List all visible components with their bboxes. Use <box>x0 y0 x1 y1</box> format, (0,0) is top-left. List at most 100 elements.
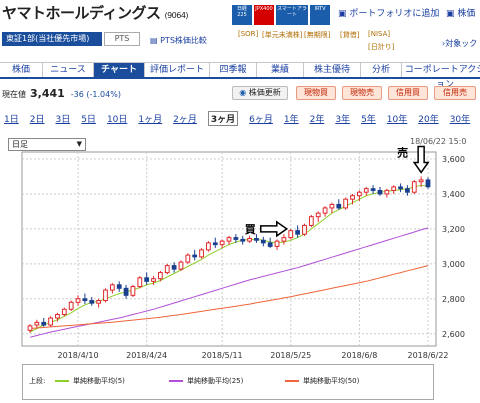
tab-rating-report[interactable]: 評価レポート <box>145 63 210 77</box>
candle-body <box>164 265 170 274</box>
period-1m[interactable]: 1ヶ月 <box>138 115 163 125</box>
tag-daytrade: [日計り] <box>368 43 395 51</box>
candle-body <box>48 317 53 326</box>
candle-body <box>343 198 349 209</box>
period-2d[interactable]: 2日 <box>29 115 45 125</box>
current-price: 3,441 <box>30 87 65 100</box>
candle-body <box>329 203 335 209</box>
stock-price-label: 株価 <box>457 9 476 19</box>
company-name: ヤマトホールディングス <box>2 4 161 22</box>
sell-arrow-icon <box>412 145 430 174</box>
tag-lending: [貸借] <box>340 31 360 39</box>
target-link[interactable]: ›対象ック <box>442 38 477 49</box>
add-portfolio-link[interactable]: ▣ ポートフォリオに追加 <box>338 6 439 19</box>
target-link-label: 対象ック <box>445 39 478 48</box>
period-6m[interactable]: 6ヶ月 <box>249 115 273 125</box>
candle-body <box>411 181 417 193</box>
page-title: ヤマトホールディングス (9064) <box>2 2 189 23</box>
candle-body <box>281 237 287 242</box>
y-tick-label: 3,400 <box>442 190 465 199</box>
candle-body <box>178 261 184 270</box>
candle-body <box>288 230 294 239</box>
legend-sma25: 単純移動平均(25) <box>169 376 243 386</box>
cash-buy-button[interactable]: 現物買 <box>296 86 336 100</box>
period-5y[interactable]: 5年 <box>361 115 376 125</box>
candle-body <box>295 230 301 235</box>
tab-chart[interactable]: チャート <box>94 63 145 77</box>
x-tick-label: 2018/5/11 <box>202 351 243 360</box>
tab-news[interactable]: ニュース <box>43 63 94 77</box>
tab-performance[interactable]: 業績 <box>257 63 304 77</box>
chart-legend: 上段: 単純移動平均(5) 単純移動平均(25) 単純移動平均(50) <box>22 364 434 400</box>
legend-label-sma25: 単純移動平均(25) <box>187 377 244 385</box>
candle-body <box>274 240 280 247</box>
y-tick-label: 3,600 <box>442 155 465 164</box>
smart-alert-badge[interactable]: スマートアラート <box>276 5 308 25</box>
candle-body <box>370 188 376 191</box>
jpx400-badge[interactable]: JPX400 <box>254 5 274 25</box>
tab-corporate-action[interactable]: コーポレートアクション <box>404 65 480 90</box>
tab-analysis[interactable]: 分析 <box>361 63 402 77</box>
margin-sell-button[interactable]: 信用売 <box>434 86 476 100</box>
candle-body <box>68 301 74 310</box>
period-3d[interactable]: 3日 <box>55 115 71 125</box>
candle-body <box>377 189 383 195</box>
period-1y[interactable]: 1年 <box>283 115 299 125</box>
candle-body <box>75 298 81 303</box>
candle-body <box>336 203 342 209</box>
candle-body <box>240 238 246 242</box>
tag-nisa: [NISA] <box>368 30 391 38</box>
candle-body <box>123 287 129 296</box>
candle-body <box>254 238 259 241</box>
period-10y[interactable]: 10年 <box>386 115 408 125</box>
plot-area <box>21 151 437 347</box>
legend-line-sma25 <box>169 380 183 382</box>
market-selector[interactable]: 東証1部(当社優先市場) <box>2 32 102 46</box>
sma-line-2 <box>29 265 429 329</box>
candle-body <box>260 239 266 244</box>
candle-body <box>206 242 211 251</box>
main-nav: 株価 ニュース チャート 評価レポート 四季報 業績 株主優待 分析 コーポレー… <box>0 62 480 90</box>
stock-price-link[interactable]: ▣ 株価 <box>446 6 475 19</box>
tab-shareholder-benefits[interactable]: 株主優待 <box>304 63 361 77</box>
period-5d[interactable]: 5日 <box>81 115 96 125</box>
legend-line-sma50 <box>285 380 299 382</box>
candle-body <box>144 277 150 282</box>
candle-body <box>356 191 362 197</box>
nikkei225-badge[interactable]: 日経225 <box>232 5 252 25</box>
candle-body <box>116 284 122 289</box>
candle-body <box>233 237 239 240</box>
candle-body <box>109 284 115 291</box>
period-2y[interactable]: 2年 <box>309 115 325 125</box>
candle-body <box>130 286 136 296</box>
tab-stock-price[interactable]: 株価 <box>0 63 43 77</box>
candle-body <box>212 242 218 246</box>
y-tick-label: 2,800 <box>442 295 465 304</box>
refresh-price-button[interactable]: ◉ 株価更新 <box>232 86 288 100</box>
period-20y[interactable]: 20年 <box>418 115 439 125</box>
period-2m[interactable]: 2ヶ月 <box>173 115 197 125</box>
pts-compare-link[interactable]: ▤ PTS株価比較 <box>150 35 207 46</box>
irtv-badge[interactable]: IRTV <box>310 5 330 25</box>
period-3y[interactable]: 3年 <box>335 115 351 125</box>
period-10d[interactable]: 10日 <box>106 115 128 125</box>
candle-body <box>27 325 33 331</box>
period-1d[interactable]: 1日 <box>4 115 19 125</box>
y-tick-label: 3,000 <box>442 260 465 269</box>
margin-buy-button[interactable]: 信用買 <box>388 86 428 100</box>
candle-body <box>384 189 390 195</box>
period-3m[interactable]: 3ヶ月 <box>207 111 239 126</box>
candle-body <box>82 298 88 302</box>
tab-shikiho[interactable]: 四季報 <box>210 63 257 77</box>
price-change: -36 (-1.04%) <box>70 90 121 99</box>
pts-button[interactable]: PTS <box>104 32 140 46</box>
candle-body <box>185 254 191 263</box>
candle-body <box>41 321 47 326</box>
candle-body <box>171 265 177 270</box>
chart-type-select[interactable]: 日足 ▼ <box>8 138 86 151</box>
x-tick-label: 2018/5/25 <box>270 351 311 360</box>
cash-sell-button[interactable]: 現物売 <box>342 86 382 100</box>
price-row: 現在値 3,441 -36 (-1.04%) <box>2 87 121 100</box>
buy-arrow-icon <box>260 220 289 238</box>
period-30y[interactable]: 30年 <box>449 115 471 125</box>
